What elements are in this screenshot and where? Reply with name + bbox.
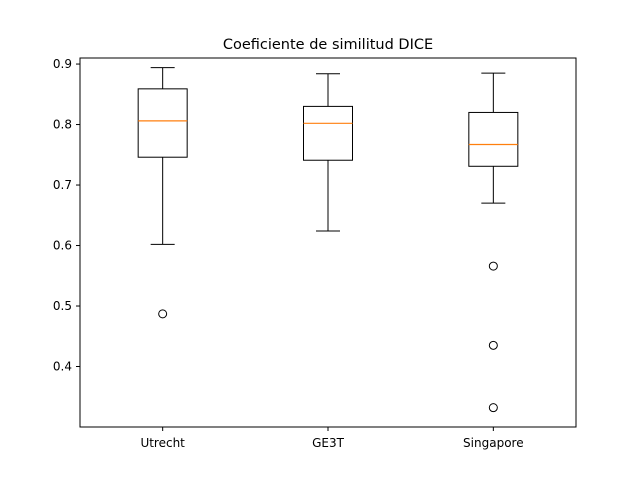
y-tick-label: 0.7 [53, 178, 72, 192]
outlier-point [488, 261, 498, 271]
box-singapore [468, 72, 519, 413]
box-utrecht [137, 67, 188, 319]
x-tick-label: Utrecht [140, 436, 185, 450]
x-axis: Utrecht GE3T Singapore [140, 427, 524, 450]
y-tick-label: 0.6 [53, 239, 72, 253]
chart-title: Coeficiente de similitud DICE [223, 37, 433, 53]
outlier-point [488, 403, 498, 413]
outlier-point [488, 340, 498, 350]
y-tick-label: 0.9 [53, 57, 72, 71]
iqr-box [468, 111, 519, 167]
y-tick-label: 0.8 [53, 118, 72, 132]
outlier-point [158, 309, 168, 319]
x-tick-label: GE3T [312, 436, 345, 450]
iqr-box [137, 88, 188, 158]
y-tick-label: 0.5 [53, 299, 72, 313]
box-ge3t [303, 73, 353, 232]
boxes [137, 67, 519, 413]
iqr-box [303, 105, 353, 161]
y-tick-label: 0.4 [53, 360, 72, 374]
y-axis: 0.4 0.5 0.6 0.7 0.8 0.9 [53, 57, 80, 374]
x-tick-label: Singapore [463, 436, 524, 450]
plot-frame [79, 57, 577, 428]
